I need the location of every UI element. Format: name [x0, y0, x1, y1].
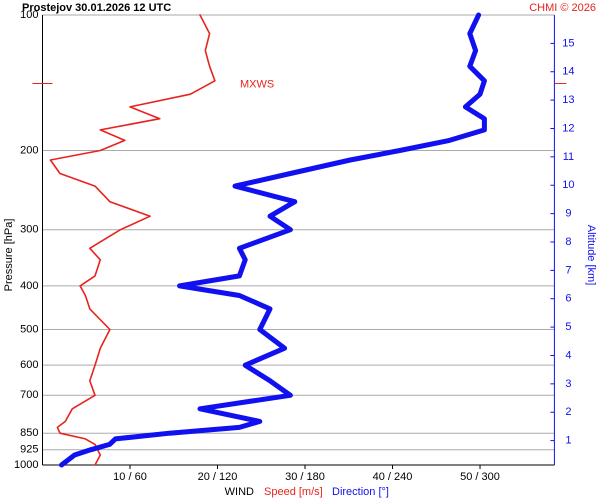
y2-tick-label: 9 — [565, 208, 571, 220]
y2-axis-label: Altitude [km] — [585, 225, 597, 286]
y2-tick-label: 2 — [565, 406, 571, 418]
x-tick-label: 50 / 300 — [460, 471, 500, 483]
x-axis-label-speed: Speed [m/s] — [264, 486, 323, 498]
y-tick-label: 850 — [20, 427, 38, 439]
y2-tick-label: 13 — [562, 94, 574, 106]
y-tick-label: 925 — [20, 444, 38, 456]
x-tick-label: 40 / 240 — [373, 471, 413, 483]
x-tick-label: 30 / 180 — [285, 471, 325, 483]
y-tick-label: 300 — [20, 224, 38, 236]
y-tick-label: 1000 — [14, 459, 38, 471]
x-tick-label: 10 / 60 — [113, 471, 147, 483]
y2-tick-label: 6 — [565, 293, 571, 305]
y2-tick-label: 4 — [565, 349, 571, 361]
x-axis-label: WIND — [225, 486, 254, 498]
x-tick-label: 20 / 120 — [198, 471, 238, 483]
y-tick-label: 700 — [20, 389, 38, 401]
y2-tick-label: 3 — [565, 378, 571, 390]
y2-tick-label: 11 — [563, 151, 574, 163]
y2-tick-label: 12 — [562, 122, 574, 134]
y-tick-label: 200 — [20, 144, 38, 156]
y2-tick-label: 14 — [562, 66, 574, 78]
y-tick-label: 500 — [20, 323, 38, 335]
y2-tick-label: 15 — [562, 37, 574, 49]
credit: CHMI © 2026 — [529, 2, 596, 14]
y2-tick-label: 8 — [565, 236, 571, 248]
x-axis-label-direction: Direction [°] — [332, 486, 389, 498]
y-tick-label: 400 — [20, 280, 38, 292]
y2-tick-label: 5 — [565, 321, 571, 333]
y-tick-label: 100 — [20, 9, 38, 21]
y2-tick-label: 10 — [562, 179, 574, 191]
y-axis-label: Pressure [hPa] — [3, 219, 15, 292]
wind-line — [59, 12, 487, 468]
y-tick-label: 600 — [20, 359, 38, 371]
wind-line — [49, 14, 216, 466]
y2-tick-label: 7 — [565, 264, 571, 276]
annotation: MXWS — [240, 78, 274, 90]
chart-title: Prostejov 30.01.2026 12 UTC — [22, 2, 171, 14]
y2-tick-label: 1 — [565, 435, 571, 447]
